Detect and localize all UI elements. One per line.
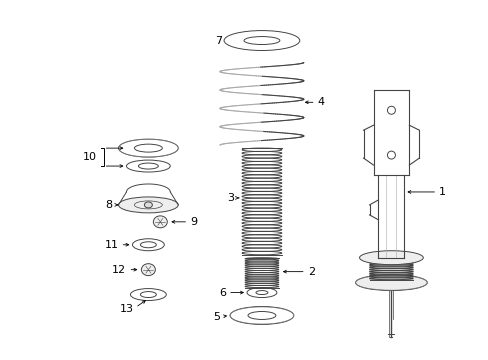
Ellipse shape: [229, 306, 293, 324]
Ellipse shape: [247, 311, 275, 319]
Text: 8: 8: [105, 200, 112, 210]
Ellipse shape: [134, 201, 162, 209]
Ellipse shape: [246, 288, 276, 298]
Circle shape: [386, 106, 395, 114]
Text: 4: 4: [317, 97, 324, 107]
Ellipse shape: [126, 160, 170, 172]
Ellipse shape: [140, 292, 156, 298]
Ellipse shape: [244, 37, 279, 45]
Text: 10: 10: [82, 152, 96, 162]
Text: 9: 9: [190, 217, 197, 227]
Ellipse shape: [134, 144, 162, 152]
Text: 11: 11: [104, 240, 118, 250]
Ellipse shape: [132, 239, 164, 251]
Text: 13: 13: [119, 305, 133, 315]
Ellipse shape: [130, 289, 166, 301]
Text: 12: 12: [111, 265, 125, 275]
Text: 1: 1: [438, 187, 446, 197]
Text: 2: 2: [307, 267, 314, 276]
Text: 6: 6: [219, 288, 225, 298]
Ellipse shape: [138, 163, 158, 169]
Text: 3: 3: [226, 193, 234, 203]
Ellipse shape: [224, 31, 299, 50]
Text: 7: 7: [215, 36, 222, 46]
Ellipse shape: [359, 251, 423, 265]
Ellipse shape: [118, 139, 178, 157]
Ellipse shape: [144, 202, 152, 208]
Ellipse shape: [141, 264, 155, 276]
Ellipse shape: [140, 242, 156, 248]
Text: 5: 5: [213, 312, 220, 323]
Ellipse shape: [355, 275, 427, 291]
Ellipse shape: [153, 216, 167, 228]
Ellipse shape: [118, 197, 178, 213]
Circle shape: [386, 151, 395, 159]
Ellipse shape: [255, 291, 267, 294]
